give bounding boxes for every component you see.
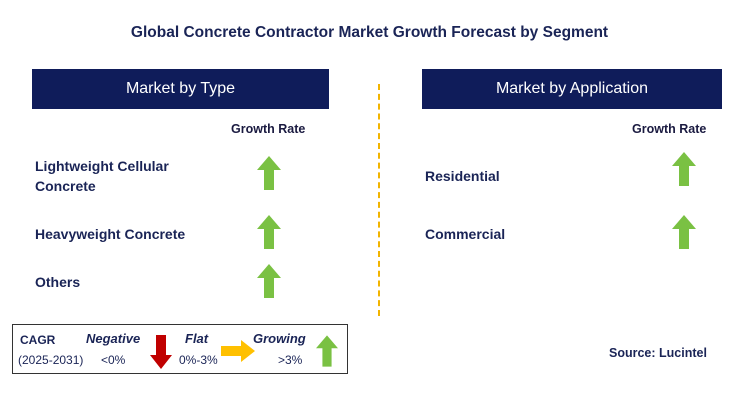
application-growth-rate-label: Growth Rate: [632, 122, 707, 136]
legend-cagr-label: CAGR: [20, 333, 56, 347]
application-row-label-commercial: Commercial: [425, 226, 506, 242]
legend-negative-label: Negative: [86, 331, 141, 346]
up-arrow-icon: [257, 215, 281, 249]
legend-flat-range: 0%-3%: [179, 353, 218, 367]
cagr-legend: CAGR (2025-2031) Negative <0% Flat 0%-3%…: [12, 324, 348, 374]
legend-growing-label: Growing: [253, 331, 306, 346]
source-note: Source: Lucintel: [609, 346, 707, 360]
right-arrow-icon: [221, 340, 255, 362]
up-arrow-icon: [257, 156, 281, 190]
application-row-label-residential: Residential: [425, 168, 500, 184]
legend-flat-label: Flat: [185, 331, 209, 346]
type-row-label-lightweight: Lightweight Cellular Concrete: [35, 158, 169, 194]
up-arrow-icon: [257, 264, 281, 298]
down-arrow-icon: [150, 335, 172, 369]
type-row-label-others: Others: [35, 274, 81, 290]
type-panel-header: Market by Type: [32, 69, 329, 109]
type-row-label-heavyweight: Heavyweight Concrete: [35, 226, 186, 242]
up-arrow-icon: [672, 215, 696, 249]
legend-negative-range: <0%: [101, 353, 126, 367]
legend-period: (2025-2031): [18, 353, 84, 367]
legend-growing-range: >3%: [278, 353, 303, 367]
up-arrow-icon: [316, 335, 338, 367]
application-panel-header: Market by Application: [422, 69, 722, 109]
up-arrow-icon: [672, 152, 696, 186]
type-growth-rate-label: Growth Rate: [231, 122, 306, 136]
panel-divider: [378, 84, 380, 316]
page-title: Global Concrete Contractor Market Growth…: [130, 24, 609, 41]
